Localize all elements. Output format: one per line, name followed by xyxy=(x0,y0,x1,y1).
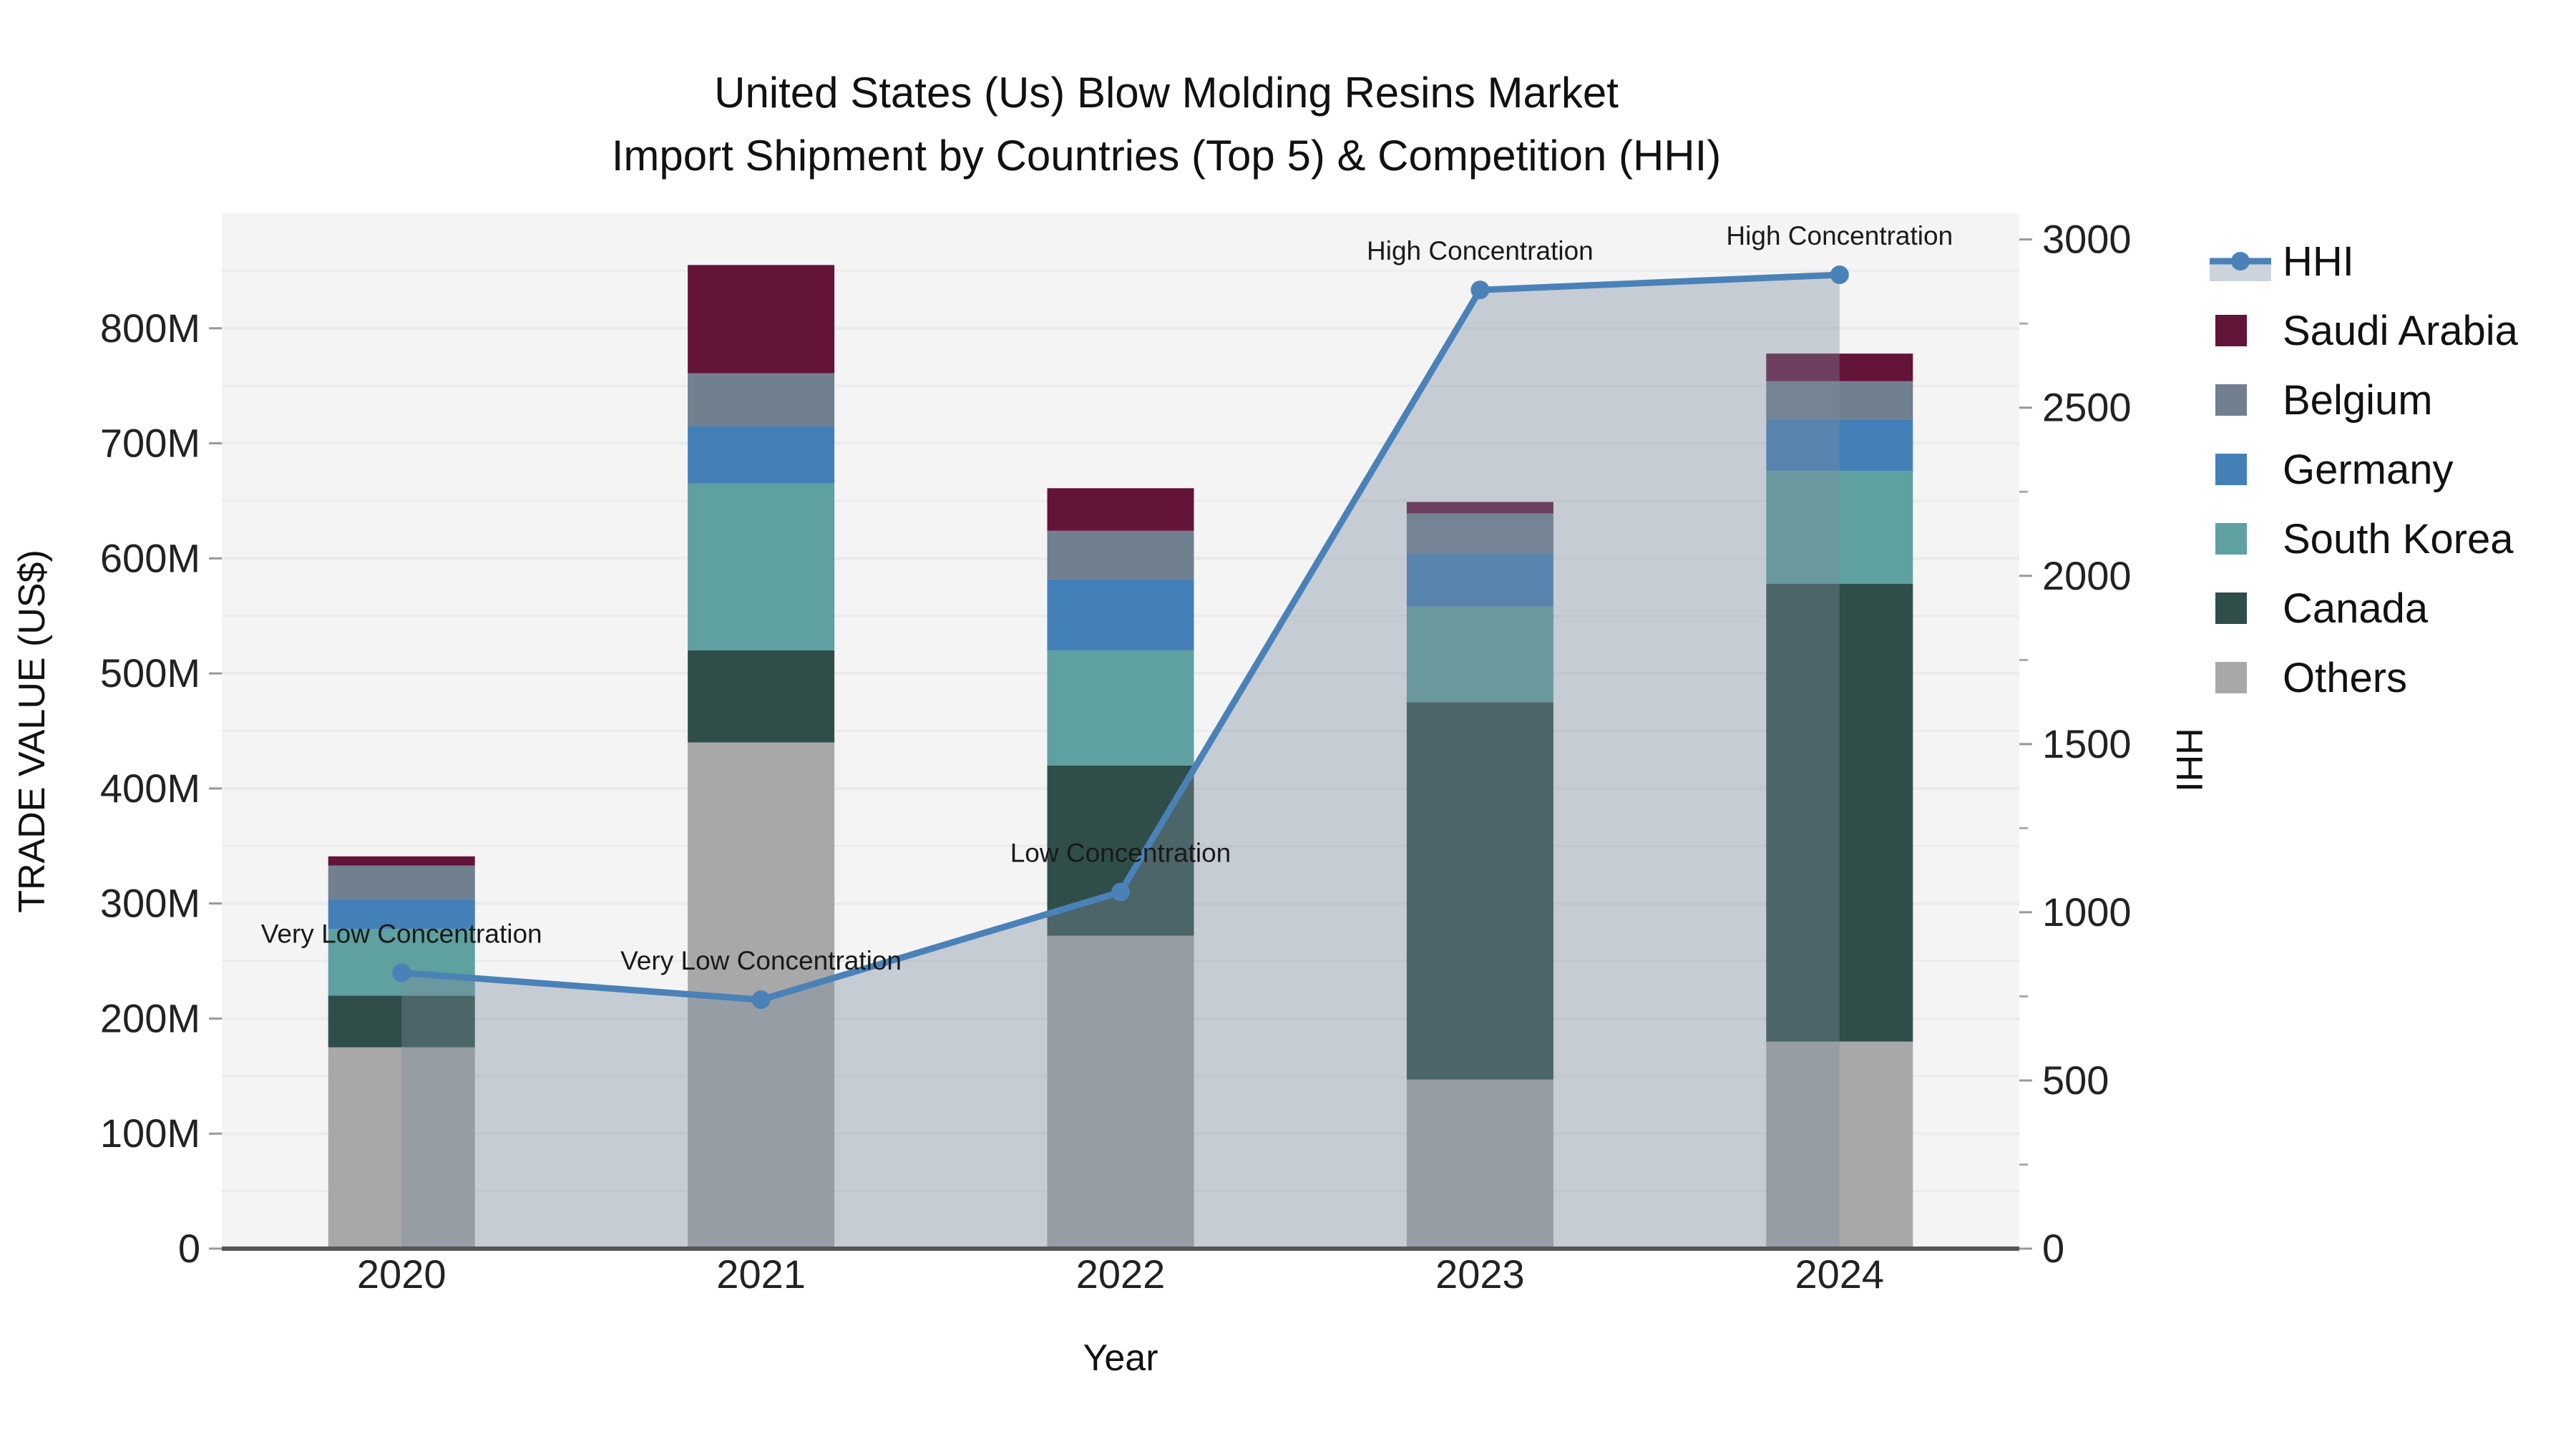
bar-segment-2023-germany[interactable] xyxy=(1406,553,1553,607)
left-tick-label: 0 xyxy=(178,1226,200,1271)
bar-segment-2022-others[interactable] xyxy=(1047,935,1194,1249)
x-tick-label-2021: 2021 xyxy=(716,1252,806,1297)
hhi-point-2021[interactable] xyxy=(751,990,771,1010)
left-tick-label: 300M xyxy=(100,881,200,926)
legend-swatch-icon xyxy=(2215,662,2247,693)
x-tick-label-2020: 2020 xyxy=(357,1252,447,1297)
legend-item-germany[interactable]: Germany xyxy=(2215,447,2454,493)
bar-segment-2021-south-korea[interactable] xyxy=(688,483,835,650)
bar-segment-2020-belgium[interactable] xyxy=(328,865,475,899)
annotation-2021: Very Low Concentration xyxy=(620,946,902,975)
left-tick-label: 800M xyxy=(100,306,200,351)
bar-segment-2020-canada[interactable] xyxy=(328,995,475,1048)
bar-segment-2021-canada[interactable] xyxy=(688,650,835,743)
right-tick-label: 0 xyxy=(2042,1226,2064,1271)
bar-segment-2024-saudi-arabia[interactable] xyxy=(1766,353,1913,381)
legend-label: Germany xyxy=(2283,447,2454,493)
x-tick-label-2024: 2024 xyxy=(1795,1252,1885,1297)
bar-segment-2023-saudi-arabia[interactable] xyxy=(1406,502,1553,514)
legend-item-others[interactable]: Others xyxy=(2215,655,2407,701)
legend-swatch-icon xyxy=(2215,315,2247,346)
legend-swatch-icon xyxy=(2215,454,2247,485)
legend-item-canada[interactable]: Canada xyxy=(2215,585,2429,632)
bar-segment-2023-canada[interactable] xyxy=(1406,702,1553,1080)
legend-item-south-korea[interactable]: South Korea xyxy=(2215,516,2514,562)
bar-segment-2024-others[interactable] xyxy=(1766,1041,1913,1249)
left-tick-label: 500M xyxy=(100,650,200,696)
right-tick-label: 2000 xyxy=(2042,553,2132,598)
legend: HHI Saudi Arabia Belgium Germany South Korea… xyxy=(2210,238,2519,701)
legend-label: Canada xyxy=(2283,585,2429,632)
chart-title-line2: Import Shipment by Countries (Top 5) & C… xyxy=(612,132,1722,180)
bar-segment-2021-saudi-arabia[interactable] xyxy=(688,265,835,374)
bar-segment-2022-germany[interactable] xyxy=(1047,579,1194,650)
bar-segment-2024-germany[interactable] xyxy=(1766,419,1913,472)
bar-segment-2022-saudi-arabia[interactable] xyxy=(1047,488,1194,531)
bar-segment-2020-germany[interactable] xyxy=(328,899,475,930)
hhi-point-2023[interactable] xyxy=(1470,280,1490,300)
bar-segment-2022-belgium[interactable] xyxy=(1047,530,1194,580)
legend-item-belgium[interactable]: Belgium xyxy=(2215,377,2433,424)
bar-segment-2023-others[interactable] xyxy=(1406,1079,1553,1249)
legend-item-saudi-arabia[interactable]: Saudi Arabia xyxy=(2215,308,2519,354)
right-tick-label: 500 xyxy=(2042,1058,2109,1103)
legend-label: Belgium xyxy=(2283,377,2433,424)
bar-segment-2020-others[interactable] xyxy=(328,1047,475,1249)
left-tick-label: 100M xyxy=(100,1111,200,1156)
bar-segment-2024-belgium[interactable] xyxy=(1766,381,1913,419)
annotation-2023: High Concentration xyxy=(1367,236,1594,265)
right-axis-title: HHI xyxy=(2168,728,2210,792)
annotation-2024: High Concentration xyxy=(1726,221,1953,250)
bar-segment-2020-south-korea[interactable] xyxy=(328,929,475,996)
annotations: Very Low Concentration Very Low Concentra… xyxy=(261,221,1953,975)
axes: 0 100M 200M 300M 400M 500M 600M 700M 800M 0 500 100… xyxy=(100,217,2132,1297)
right-tick-label: 2500 xyxy=(2042,385,2132,430)
bar-segment-2020-saudi-arabia[interactable] xyxy=(328,856,475,866)
left-tick-label: 700M xyxy=(100,421,200,466)
bar-series xyxy=(328,265,1913,1249)
bar-segment-2024-south-korea[interactable] xyxy=(1766,471,1913,584)
bar-segment-2023-south-korea[interactable] xyxy=(1406,606,1553,703)
legend-item-hhi[interactable]: HHI xyxy=(2210,238,2354,285)
left-tick-label: 200M xyxy=(100,995,200,1040)
legend-swatch-icon xyxy=(2215,523,2247,555)
left-axis-title: TRADE VALUE (US$) xyxy=(11,550,53,913)
right-tick-label: 1000 xyxy=(2042,889,2132,935)
legend-label: South Korea xyxy=(2283,516,2514,562)
bar-segment-2021-germany[interactable] xyxy=(688,426,835,484)
legend-label: HHI xyxy=(2283,238,2354,285)
left-tick-label: 400M xyxy=(100,766,200,811)
bar-segment-2024-canada[interactable] xyxy=(1766,583,1913,1042)
bar-segment-2021-belgium[interactable] xyxy=(688,373,835,426)
x-tick-label-2023: 2023 xyxy=(1435,1252,1525,1297)
annotation-2022: Low Concentration xyxy=(1010,839,1231,868)
legend-hhi-marker-icon xyxy=(2231,252,2250,270)
hhi-point-2022[interactable] xyxy=(1111,882,1130,902)
legend-swatch-icon xyxy=(2215,384,2247,416)
bar-segment-2022-south-korea[interactable] xyxy=(1047,650,1194,766)
chart-title-line1: United States (Us) Blow Molding Resins M… xyxy=(714,69,1619,117)
right-tick-label: 1500 xyxy=(2042,721,2132,766)
legend-swatch-icon xyxy=(2215,592,2247,624)
left-tick-label: 600M xyxy=(100,535,200,580)
legend-label: Others xyxy=(2283,655,2407,701)
legend-label: Saudi Arabia xyxy=(2283,308,2519,354)
hhi-point-2024[interactable] xyxy=(1830,265,1849,285)
hhi-point-2020[interactable] xyxy=(392,963,411,982)
x-axis-title: Year xyxy=(1083,1337,1158,1379)
x-tick-label-2022: 2022 xyxy=(1076,1252,1166,1297)
right-tick-label: 3000 xyxy=(2042,217,2132,262)
hhi-line-series xyxy=(392,265,1849,1010)
annotation-2020: Very Low Concentration xyxy=(261,919,542,949)
bar-segment-2023-belgium[interactable] xyxy=(1406,513,1553,554)
